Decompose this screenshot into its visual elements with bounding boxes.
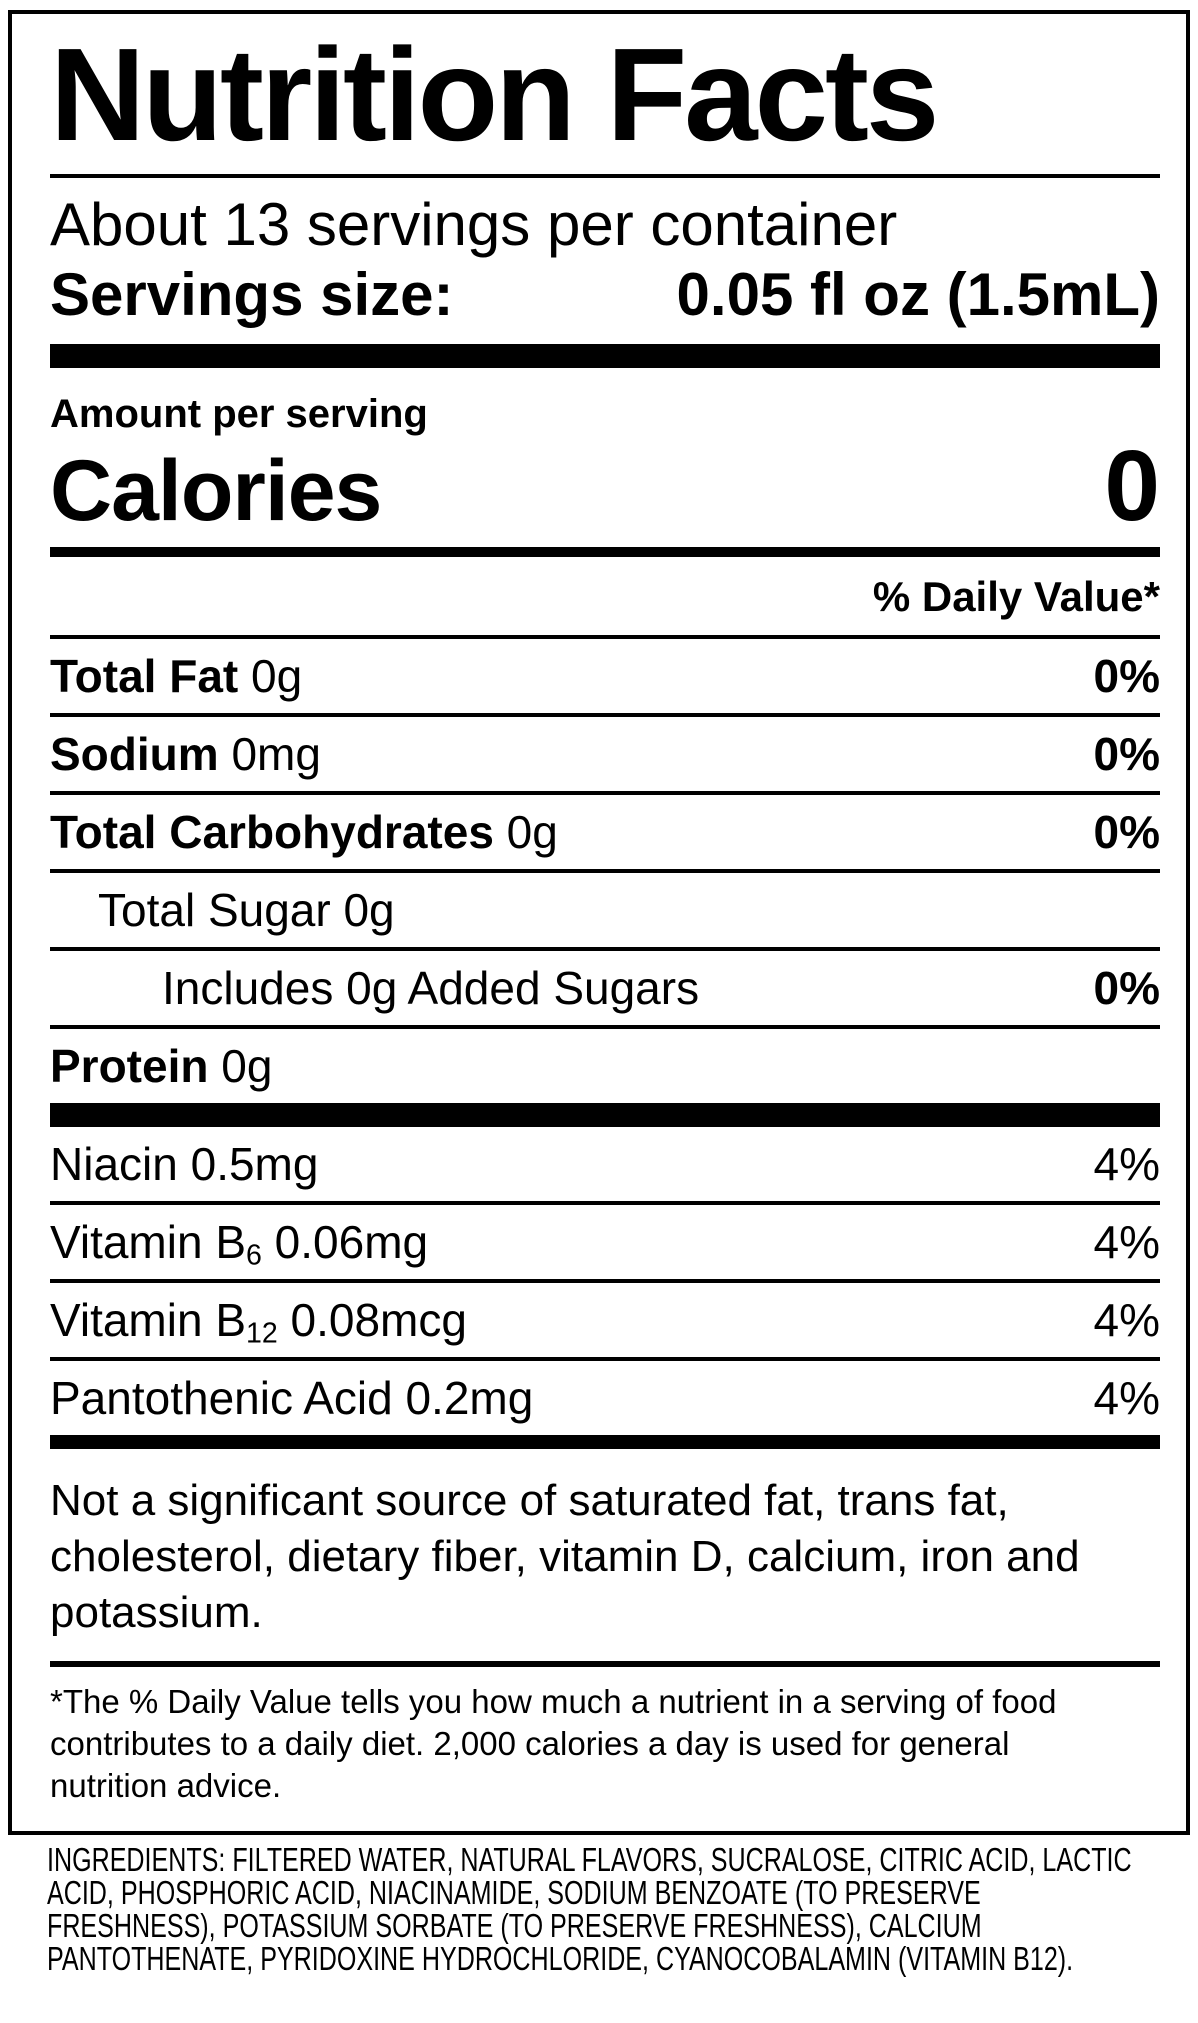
nutrient-row-total-sugar: Total Sugar 0g [50, 873, 1160, 951]
not-significant-note: Not a significant source of saturated fa… [50, 1476, 1080, 1637]
vitamin-daily-value: 4% [1093, 1372, 1160, 1424]
calories-value: 0 [1104, 430, 1160, 542]
nutrient-row-protein: Protein 0g [50, 1029, 1160, 1103]
nutrient-name: Protein 0g [50, 1040, 273, 1092]
nutrient-daily-value: 0% [1093, 728, 1160, 780]
nutrient-name: Sodium 0mg [50, 728, 321, 780]
panel-title: Nutrition Facts [50, 21, 939, 168]
daily-value-footnote: *The % Daily Value tells you how much a … [50, 1683, 1057, 1804]
vitamin-row-b6: Vitamin B6 0.06mg 4% [50, 1205, 1160, 1283]
daily-value-header: % Daily Value* [50, 557, 1160, 639]
nutrient-daily-value: 0% [1093, 650, 1160, 702]
serving-size-label: Servings size: [50, 261, 454, 328]
vitamin-name: Vitamin B12 0.08mcg [50, 1294, 467, 1350]
nutrient-row-total-carbohydrates: Total Carbohydrates 0g 0% [50, 795, 1160, 873]
nutrient-daily-value: 0% [1093, 962, 1160, 1014]
ingredients-statement: INGREDIENTS: FILTERED WATER, NATURAL FLA… [47, 1841, 1132, 1977]
servings-per-container: About 13 servings per container [50, 191, 898, 258]
nutrient-name: Total Fat 0g [50, 650, 303, 702]
calories-label: Calories [50, 443, 382, 539]
nutrient-row-sodium: Sodium 0mg 0% [50, 717, 1160, 795]
vitamin-name: Niacin 0.5mg [50, 1138, 319, 1190]
nutrient-row-added-sugars: Includes 0g Added Sugars 0% [50, 951, 1160, 1029]
amount-per-serving-label: Amount per serving [50, 392, 428, 436]
calories-row: Calories 0 [50, 430, 1160, 542]
nutrient-row-total-fat: Total Fat 0g 0% [50, 639, 1160, 717]
vitamin-daily-value: 4% [1093, 1138, 1160, 1190]
thick-divider-bar [50, 1103, 1160, 1127]
divider-above-footnote [50, 1661, 1160, 1667]
vitamin-daily-value: 4% [1093, 1216, 1160, 1268]
nutrient-name: Includes 0g Added Sugars [162, 962, 700, 1014]
vitamin-row-niacin: Niacin 0.5mg 4% [50, 1127, 1160, 1205]
nutrient-name: Total Sugar 0g [98, 884, 395, 936]
divider-under-calories [50, 547, 1160, 557]
nutrient-name: Total Carbohydrates 0g [50, 806, 558, 858]
serving-size-value: 0.05 fl oz (1.5mL) [676, 261, 1160, 328]
divider-under-title [50, 174, 1160, 178]
vitamin-name: Pantothenic Acid 0.2mg [50, 1372, 534, 1424]
nutrition-facts-panel: Nutrition Facts About 13 servings per co… [8, 10, 1190, 1835]
vitamin-row-pantothenic-acid: Pantothenic Acid 0.2mg 4% [50, 1361, 1160, 1435]
vitamin-row-b12: Vitamin B12 0.08mcg 4% [50, 1283, 1160, 1361]
nutrient-daily-value: 0% [1093, 806, 1160, 858]
vitamin-name: Vitamin B6 0.06mg [50, 1216, 429, 1272]
serving-size-row: Servings size: 0.05 fl oz (1.5mL) [50, 262, 1160, 328]
medium-divider-bar [50, 1435, 1160, 1449]
thick-divider-bar [50, 344, 1160, 368]
vitamin-daily-value: 4% [1093, 1294, 1160, 1346]
